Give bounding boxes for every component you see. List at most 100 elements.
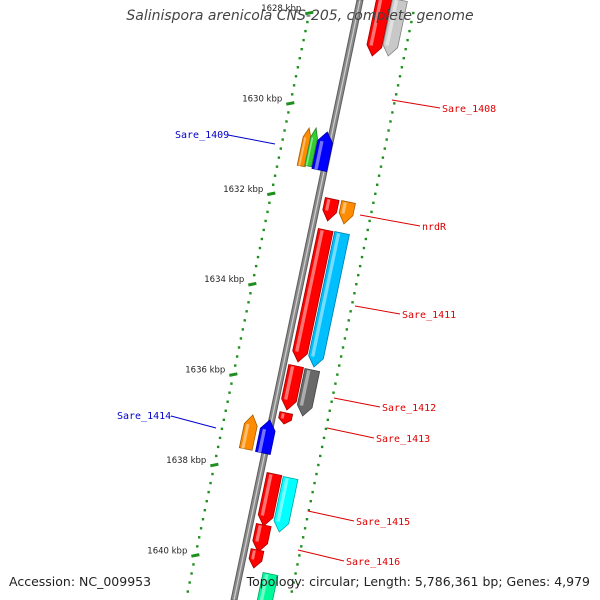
gene-label-leader: [307, 510, 355, 522]
gene-feature[interactable]: [257, 471, 283, 527]
minor-tick: [239, 337, 243, 340]
gene-label[interactable]: Sare_1409: [175, 130, 276, 145]
minor-tick: [398, 75, 402, 78]
minor-tick: [211, 472, 214, 476]
minor-tick: [245, 310, 248, 313]
tick-label: 1638 kbp: [166, 456, 206, 466]
gene-label[interactable]: Sare_1414: [117, 411, 217, 429]
minor-tick: [249, 292, 252, 295]
major-tick: [285, 101, 295, 106]
gene-label[interactable]: Sare_1413: [326, 427, 430, 445]
minor-tick: [292, 581, 295, 584]
tick-ring: 1628 kbp 1630 kbp 1632 kbp 1634 kbp 1636 kbp…: [147, 4, 415, 593]
minor-tick: [226, 400, 229, 403]
minor-tick: [192, 563, 195, 566]
gene-label-text: Sare_1408: [442, 104, 496, 115]
gene-arrow-highlight: [257, 428, 267, 453]
gene-feature[interactable]: [338, 200, 356, 225]
minor-tick: [330, 400, 333, 403]
minor-tick: [247, 301, 250, 304]
minor-tick: [379, 165, 383, 168]
gene-feature[interactable]: [308, 230, 350, 368]
gene-feature[interactable]: [255, 419, 276, 456]
gene-feature[interactable]: [278, 411, 294, 425]
minor-tick: [315, 472, 318, 476]
minor-tick: [343, 337, 347, 340]
gene-arrow: [278, 411, 294, 425]
minor-tick: [364, 237, 368, 241]
minor-tick: [301, 536, 305, 539]
minor-tick: [220, 427, 224, 431]
gene-label-leader: [359, 214, 421, 227]
tick-label: 1628 kbp: [261, 4, 301, 14]
gene-feature[interactable]: [296, 367, 321, 417]
minor-tick: [357, 273, 360, 277]
gene-arrow-highlight: [305, 137, 314, 166]
minor-tick: [272, 183, 275, 186]
minor-tick: [264, 219, 267, 223]
minor-tick: [406, 38, 409, 42]
minor-tick: [377, 174, 381, 177]
gene-label[interactable]: Sare_1412: [333, 397, 436, 414]
major-tick: [229, 372, 238, 377]
accession-label: Accession: NC_009953: [9, 574, 152, 589]
gene-feature[interactable]: [248, 548, 265, 569]
minor-tick: [287, 111, 290, 114]
major-tick: [210, 462, 219, 468]
major-tick: [304, 10, 314, 16]
minor-tick: [358, 264, 362, 268]
gene-label[interactable]: Sare_1416: [297, 549, 400, 568]
minor-tick: [260, 237, 264, 241]
minor-tick: [345, 328, 349, 331]
gene-feature[interactable]: [322, 197, 340, 222]
gene-label[interactable]: Sare_1411: [354, 305, 456, 321]
gene-arrow-highlight: [241, 423, 250, 449]
genome-summary: Topology: circular; Length: 5,786,361 bp…: [246, 574, 590, 589]
gene-label[interactable]: Sare_1408: [391, 99, 496, 115]
minor-tick: [281, 138, 284, 141]
minor-tick: [410, 20, 413, 24]
minor-tick: [355, 283, 358, 286]
minor-tick: [266, 210, 269, 214]
minor-tick: [190, 572, 193, 575]
gene-feature[interactable]: [252, 522, 272, 553]
gene-label-text: Sare_1412: [382, 403, 436, 414]
gene-feature[interactable]: [292, 227, 334, 363]
gene-label[interactable]: nrdR: [359, 214, 447, 233]
minor-tick: [215, 454, 218, 458]
gene-label[interactable]: Sare_1415: [307, 510, 410, 528]
gene-feature[interactable]: [238, 414, 258, 451]
gene-arrow-highlight: [311, 232, 341, 357]
gene-arrow-highlight: [369, 0, 383, 46]
gene-feature[interactable]: [304, 126, 318, 168]
major-tick: [191, 553, 200, 558]
minor-tick: [303, 527, 307, 530]
minor-tick: [324, 427, 328, 431]
genome-backbone: [230, 0, 364, 600]
gene-feature[interactable]: [273, 475, 299, 533]
minor-tick: [298, 554, 301, 557]
gene-feature[interactable]: [256, 571, 279, 600]
minor-tick: [412, 11, 415, 15]
gene-feature[interactable]: [281, 363, 304, 411]
minor-tick: [349, 310, 352, 313]
minor-tick: [273, 174, 277, 177]
minor-tick: [307, 509, 311, 512]
gene-arrow-highlight: [284, 365, 295, 400]
minor-tick: [320, 445, 324, 449]
minor-tick: [389, 120, 392, 123]
minor-tick: [258, 246, 262, 250]
minor-tick: [186, 590, 189, 593]
minor-tick: [306, 20, 309, 24]
gene-feature[interactable]: [366, 0, 393, 57]
minor-tick: [290, 93, 294, 96]
minor-tick: [396, 84, 400, 87]
minor-tick: [300, 47, 303, 51]
gene-arrow-highlight: [341, 202, 347, 214]
minor-tick: [393, 102, 396, 105]
gene-arrow-highlight: [298, 137, 307, 166]
gene-arrow-highlight: [280, 413, 285, 419]
gene-feature[interactable]: [311, 131, 333, 173]
minor-tick: [296, 66, 300, 69]
gene-feature[interactable]: [382, 0, 408, 57]
